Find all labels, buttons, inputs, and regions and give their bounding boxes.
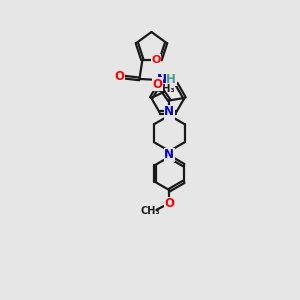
Text: N: N xyxy=(164,105,174,118)
Text: O: O xyxy=(152,55,161,65)
Text: N: N xyxy=(158,73,167,86)
Text: CH₃: CH₃ xyxy=(156,85,176,94)
Text: O: O xyxy=(115,70,125,83)
Text: CH₃: CH₃ xyxy=(140,206,160,216)
Text: N: N xyxy=(164,106,174,119)
Text: N: N xyxy=(164,148,174,161)
Text: H: H xyxy=(167,73,176,86)
Text: O: O xyxy=(152,78,162,91)
Text: O: O xyxy=(164,197,174,210)
